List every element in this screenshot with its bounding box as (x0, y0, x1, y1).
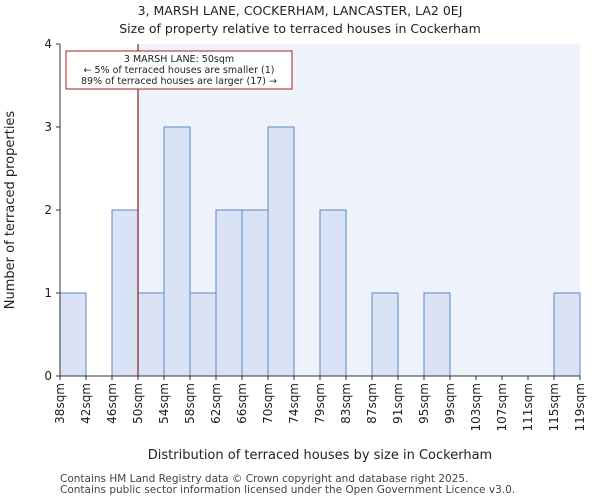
x-tick-label-119sqm: 119sqm (573, 383, 587, 431)
x-tick-label-42sqm: 42sqm (79, 383, 93, 424)
x-tick-label-79sqm: 79sqm (313, 383, 327, 424)
bar-54sqm (163, 126, 191, 377)
y-tick-label-0: 0 (44, 369, 52, 383)
x-tick-label-99sqm: 99sqm (443, 383, 457, 424)
bar-62sqm (215, 209, 243, 377)
bar-38sqm (59, 292, 87, 377)
x-tick-label-87sqm: 87sqm (365, 383, 379, 424)
x-tick-labels: 38sqm 42sqm 46sqm 50sqm 54sqm 58sqm 62sqm 66sqm… (53, 376, 587, 431)
footer-copyright: Contains HM Land Registry data © Crown c… (60, 473, 469, 485)
bar-95sqm (423, 292, 451, 377)
x-tick-label-115sqm: 115sqm (547, 383, 561, 431)
y-tick-label-1: 1 (44, 286, 52, 300)
annotation-line-3: 89% of terraced houses are larger (17) → (81, 76, 277, 87)
y-tick-labels: 0 1 2 3 4 (44, 37, 60, 383)
bar-58sqm (189, 292, 217, 377)
x-tick-label-70sqm: 70sqm (261, 383, 275, 424)
annotation-box: 3 MARSH LANE: 50sqm ← 5% of terraced hou… (65, 50, 293, 90)
x-tick-label-95sqm: 95sqm (417, 383, 431, 424)
bar-87sqm (371, 292, 399, 377)
annotation-line-1: 3 MARSH LANE: 50sqm (124, 54, 234, 65)
x-tick-label-62sqm: 62sqm (209, 383, 223, 424)
chart-subtitle: Size of property relative to terraced ho… (119, 21, 481, 36)
y-tick-label-4: 4 (44, 37, 52, 51)
bar-79sqm (319, 209, 347, 377)
y-tick-label-2: 2 (44, 203, 52, 217)
footer-licence: Contains public sector information licen… (60, 484, 516, 496)
bar-66sqm (241, 209, 269, 377)
chart-title: 3, MARSH LANE, COCKERHAM, LANCASTER, LA2… (137, 3, 463, 18)
x-tick-label-107sqm: 107sqm (495, 383, 509, 431)
x-tick-label-103sqm: 103sqm (469, 383, 483, 431)
bar-70sqm (267, 126, 295, 377)
x-tick-label-58sqm: 58sqm (183, 383, 197, 424)
bar-chart: 3 MARSH LANE: 50sqm ← 5% of terraced hou… (3, 37, 587, 463)
bar-115sqm (553, 292, 581, 377)
x-tick-label-46sqm: 46sqm (105, 383, 119, 424)
bar-46sqm (111, 209, 139, 377)
x-tick-label-66sqm: 66sqm (235, 383, 249, 424)
bar-50sqm (137, 292, 165, 377)
y-axis-label: Number of terraced properties (3, 111, 18, 310)
x-tick-label-111sqm: 111sqm (521, 383, 535, 431)
x-tick-label-74sqm: 74sqm (287, 383, 301, 424)
x-tick-label-54sqm: 54sqm (157, 383, 171, 424)
x-tick-label-91sqm: 91sqm (391, 383, 405, 424)
annotation-line-2: ← 5% of terraced houses are smaller (1) (84, 65, 275, 76)
x-tick-label-50sqm: 50sqm (131, 383, 145, 424)
x-axis-label: Distribution of terraced houses by size … (148, 448, 492, 463)
x-tick-label-38sqm: 38sqm (53, 383, 67, 424)
x-tick-label-83sqm: 83sqm (339, 383, 353, 424)
y-tick-label-3: 3 (44, 120, 52, 134)
bars-group (59, 126, 581, 377)
annotation-border (65, 50, 293, 90)
